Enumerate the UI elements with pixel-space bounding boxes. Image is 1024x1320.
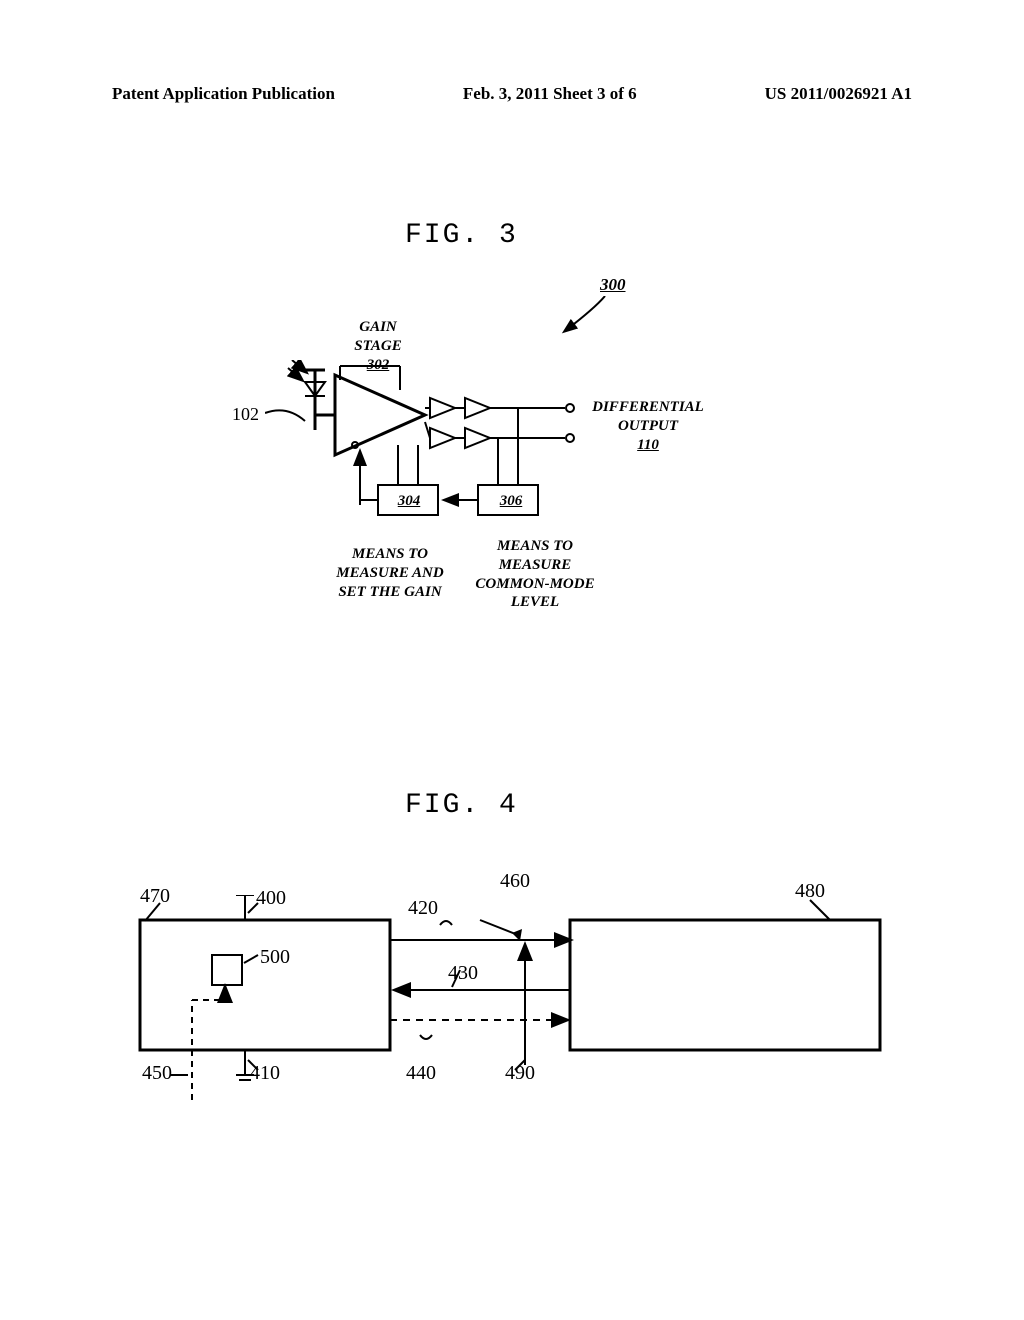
- mg-l1: MEANS TO: [352, 546, 428, 562]
- fig4-r460: 460: [500, 870, 530, 893]
- header-left: Patent Application Publication: [112, 84, 335, 104]
- mg-l3: SET THE GAIN: [338, 584, 441, 600]
- mc-l1: MEANS TO: [497, 538, 573, 554]
- fig3-title: FIG. 3: [405, 220, 518, 251]
- gain-line2: STAGE: [354, 338, 402, 354]
- do-l1: DIFFERENTIAL: [592, 399, 704, 415]
- do-l2: OUTPUT: [618, 418, 678, 434]
- fig4-title: FIG. 4: [405, 790, 518, 821]
- fig3-means-gain: MEANS TO MEASURE AND SET THE GAIN: [320, 545, 460, 601]
- page: Patent Application Publication Feb. 3, 2…: [0, 0, 1024, 1320]
- gain-line1: GAIN: [359, 319, 397, 335]
- mc-l3: COMMON-MODE: [475, 576, 594, 592]
- fig3-means-cm: MEANS TO MEASURE COMMON-MODE LEVEL: [460, 537, 610, 612]
- mg-l2: MEASURE AND: [336, 565, 443, 581]
- header-right: US 2011/0026921 A1: [765, 84, 912, 104]
- mc-l2: MEASURE: [499, 557, 572, 573]
- header-mid: Feb. 3, 2011 Sheet 3 of 6: [463, 84, 637, 104]
- fig4-diagram: [130, 895, 900, 1105]
- page-header: Patent Application Publication Feb. 3, 2…: [0, 84, 1024, 104]
- fig3-ref-304: 304: [398, 493, 421, 509]
- fig3-diff-output-label: DIFFERENTIAL OUTPUT 110: [583, 398, 713, 454]
- fig3-ref-306: 306: [500, 493, 523, 509]
- fig3-arrow-300: [555, 296, 615, 336]
- mc-l4: LEVEL: [511, 594, 559, 610]
- fig3-ref-102: 102: [232, 404, 259, 425]
- do-ref: 110: [637, 437, 659, 453]
- fig3-ref-300: 300: [600, 275, 626, 295]
